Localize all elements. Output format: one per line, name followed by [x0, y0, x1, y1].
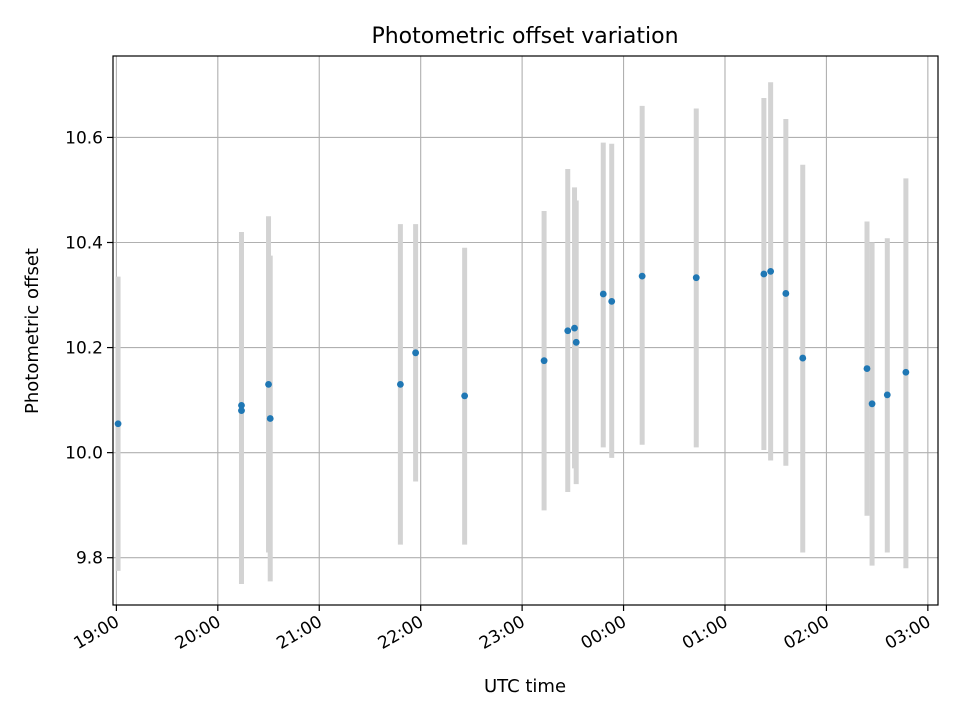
y-axis-ticks: 9.8 10.0 10.2 10.4 10.6	[65, 128, 113, 569]
data-point	[266, 415, 274, 422]
x-tick-label: 03:00	[882, 612, 934, 654]
data-point	[412, 349, 420, 357]
x-tick-label: 19:00	[70, 612, 122, 654]
data-point	[572, 338, 580, 346]
x-tick-label: 23:00	[476, 612, 528, 654]
y-tick-label: 10.4	[65, 234, 103, 254]
data-point	[608, 297, 616, 305]
plot-frame	[112, 55, 939, 606]
x-tick-label: 02:00	[780, 612, 832, 654]
data-point	[692, 274, 700, 282]
data-points	[114, 267, 910, 428]
data-point	[863, 365, 871, 372]
data-point	[799, 354, 807, 362]
y-tick-label: 10.2	[65, 339, 103, 359]
data-point	[883, 391, 891, 399]
data-point	[868, 400, 876, 408]
data-point	[564, 327, 572, 335]
x-tick-label: 00:00	[578, 612, 630, 654]
data-point	[782, 290, 790, 297]
data-point	[114, 420, 122, 428]
data-point	[461, 392, 469, 400]
x-axis-ticks: 19:00 20:00 21:00 22:00 23:00 00:00 01:00 02:00…	[70, 605, 934, 654]
data-point	[396, 380, 404, 388]
y-axis-label: Photometric offset	[22, 248, 43, 414]
data-point	[265, 380, 272, 388]
y-tick-label: 10.6	[65, 128, 103, 148]
data-point	[571, 324, 578, 332]
x-tick-label: 22:00	[375, 612, 427, 654]
data-point	[540, 357, 548, 365]
x-tick-label: 20:00	[172, 612, 224, 654]
data-point	[760, 270, 768, 278]
data-point	[767, 267, 775, 275]
chart-title: Photometric offset variation	[371, 24, 678, 49]
x-tick-label: 01:00	[679, 612, 731, 654]
data-point	[638, 272, 646, 280]
data-point	[238, 407, 245, 415]
data-point	[599, 290, 607, 298]
data-point	[238, 401, 245, 409]
x-axis-label: UTC time	[484, 676, 566, 697]
x-tick-label: 21:00	[273, 612, 325, 654]
data-point	[902, 368, 910, 376]
y-tick-label: 9.8	[76, 549, 103, 569]
y-tick-label: 10.0	[65, 444, 103, 464]
error-bars	[115, 82, 909, 584]
grid	[113, 56, 938, 605]
